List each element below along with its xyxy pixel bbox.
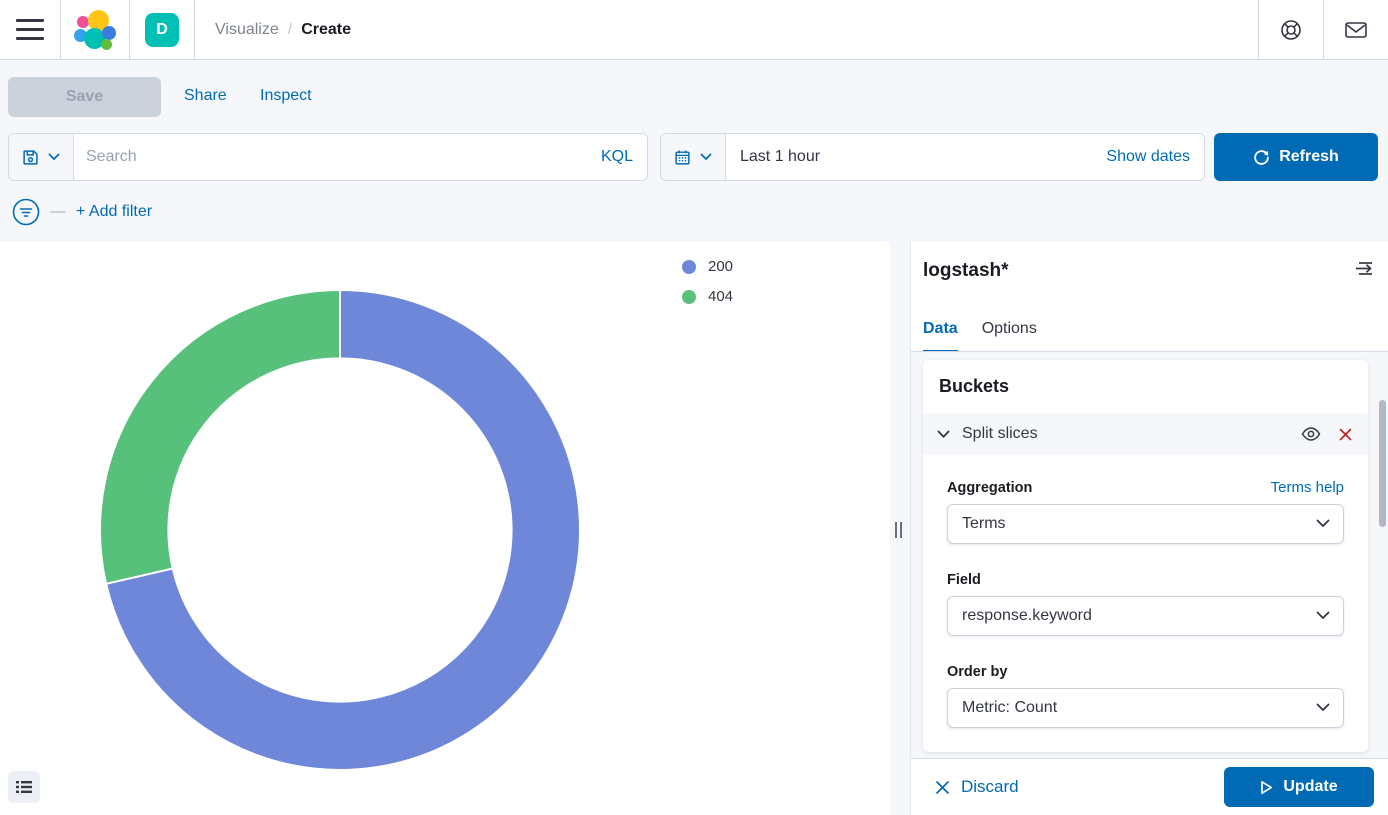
refresh-label: Refresh [1279, 148, 1339, 165]
collapse-panel-button[interactable] [1354, 260, 1374, 277]
inspect-button[interactable]: Inspect [260, 87, 312, 104]
filter-bar: + Add filter [12, 198, 152, 226]
split-slices-accordion[interactable]: Split slices [923, 413, 1368, 455]
header-divider [1323, 0, 1324, 59]
order-by-value: Metric: Count [962, 699, 1058, 716]
toggle-visibility-button[interactable] [1301, 427, 1321, 441]
field-value: response.keyword [962, 607, 1092, 624]
tab-data[interactable]: Data [923, 320, 958, 352]
tab-options[interactable]: Options [981, 320, 1037, 337]
close-icon [1339, 428, 1352, 440]
field-select[interactable]: response.keyword [947, 596, 1344, 636]
header-divider [60, 0, 61, 59]
order-by-select[interactable]: Metric: Count [947, 688, 1344, 728]
add-filter-button[interactable]: + Add filter [76, 203, 153, 220]
query-language-button[interactable]: KQL [600, 148, 633, 165]
split-slices-label: Split slices [962, 425, 1038, 442]
legend-item-404[interactable]: 404 [682, 288, 733, 305]
filter-dash [50, 211, 66, 213]
chevron-down-icon [1316, 519, 1330, 527]
main-content: 200 404 logstash* [0, 242, 1388, 815]
refresh-button[interactable]: Refresh [1214, 133, 1378, 181]
query-bar: KQL [8, 133, 648, 181]
chevron-down-icon [1316, 703, 1330, 711]
header-divider [1258, 0, 1259, 59]
update-label: Update [1283, 778, 1338, 795]
panel-footer: Discard Update [911, 758, 1388, 815]
chevron-down-icon [48, 153, 60, 160]
top-header: D Visualize / Create [0, 0, 1388, 60]
chevron-down-icon [937, 430, 950, 438]
newsfeed-button[interactable] [1324, 0, 1388, 59]
mail-icon [1345, 21, 1367, 38]
elastic-logo[interactable] [61, 0, 129, 59]
chevron-down-icon [1316, 611, 1330, 619]
list-icon [16, 781, 32, 793]
space-badge[interactable]: D [145, 12, 179, 47]
saved-query-menu-button[interactable] [9, 134, 74, 180]
aggregation-select[interactable]: Terms [947, 504, 1344, 544]
buckets-title: Buckets [939, 376, 1010, 396]
toolbar-band: Save Share Inspect KQL [0, 60, 1388, 242]
panel-body: Buckets Split slices [911, 352, 1388, 758]
elastic-logo-icon [74, 9, 116, 51]
filter-icon[interactable] [12, 198, 40, 226]
hamburger-menu-icon[interactable] [0, 0, 60, 59]
share-button[interactable]: Share [184, 87, 227, 104]
panel-header: logstash* Data Options [911, 242, 1388, 352]
legend-label: 404 [708, 288, 734, 305]
time-range-value[interactable]: Last 1 hour [740, 148, 821, 165]
eye-icon [1301, 427, 1321, 441]
field-label: Field [947, 572, 981, 588]
legend-swatch [682, 289, 696, 304]
calendar-icon [675, 149, 690, 165]
aggregation-value: Terms [962, 515, 1006, 532]
time-picker-menu-button[interactable] [661, 134, 726, 180]
legend-swatch [682, 259, 696, 274]
collapse-panel-icon [1356, 262, 1372, 275]
chart-legend: 200 404 [682, 258, 733, 305]
help-button[interactable] [1259, 0, 1323, 59]
index-pattern-title: logstash* [923, 260, 1009, 281]
show-dates-button[interactable]: Show dates [1106, 148, 1190, 165]
save-query-icon [23, 149, 38, 165]
update-button[interactable]: Update [1224, 767, 1374, 807]
remove-bucket-button[interactable] [1339, 428, 1352, 441]
donut-chart[interactable] [0, 242, 890, 815]
cross-icon [936, 780, 949, 794]
discard-button[interactable]: Discard [935, 777, 1019, 797]
search-input[interactable] [74, 134, 587, 180]
space-selector[interactable]: D [130, 0, 194, 59]
discard-label: Discard [961, 777, 1019, 796]
donut-slice-200[interactable] [104, 288, 581, 771]
terms-help-link[interactable]: Terms help [1270, 479, 1344, 496]
legend-item-200[interactable]: 200 [682, 258, 733, 275]
donut-slice-404[interactable] [99, 288, 341, 586]
play-icon [1261, 780, 1273, 794]
help-icon [1281, 19, 1301, 40]
legend-toggle-button[interactable] [8, 771, 40, 803]
visualization-area: 200 404 [0, 242, 890, 815]
panel-scrollbar[interactable] [1379, 400, 1386, 527]
aggregation-label: Aggregation [947, 480, 1033, 496]
chevron-down-icon [700, 153, 712, 160]
panel-resizer[interactable] [890, 242, 910, 815]
header-divider [129, 0, 130, 59]
time-picker: Last 1 hour Show dates [660, 133, 1205, 181]
breadcrumb-visualize[interactable]: Visualize [215, 20, 279, 38]
save-button[interactable]: Save [8, 77, 161, 117]
editor-side-panel: logstash* Data Options Buckets [910, 242, 1388, 815]
breadcrumb-separator: / [287, 20, 293, 38]
header-divider [194, 0, 195, 59]
breadcrumb-create: Create [301, 20, 352, 38]
buckets-card: Buckets Split slices [923, 360, 1368, 752]
order-by-label: Order by [947, 664, 1008, 680]
refresh-icon [1254, 149, 1269, 165]
breadcrumb: Visualize / Create [195, 0, 351, 59]
panel-tabs: Data Options [923, 320, 1037, 352]
legend-label: 200 [708, 258, 734, 275]
resize-handle-icon[interactable] [895, 522, 902, 538]
